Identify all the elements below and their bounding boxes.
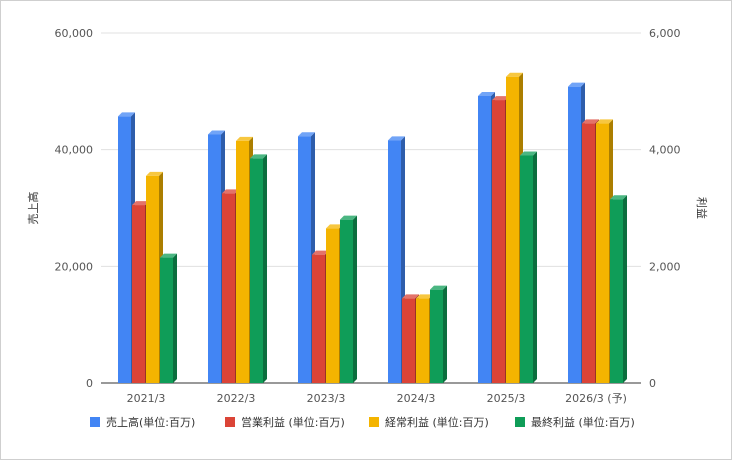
legend-label: 営業利益 (単位:百万) (241, 415, 345, 429)
bar-front (222, 193, 235, 383)
bar-front (492, 100, 505, 383)
bar-front (118, 116, 131, 384)
bar-top (596, 119, 613, 124)
gridlines (101, 32, 641, 384)
bar-top (582, 119, 599, 124)
bar-top (520, 151, 537, 156)
bar-top (160, 253, 177, 258)
bar-front (568, 86, 581, 384)
bar-front (506, 76, 519, 383)
bar-side (623, 195, 627, 383)
bar-front (236, 140, 249, 383)
bar-top (388, 136, 405, 141)
legend-swatch (515, 417, 525, 427)
legend-swatch (225, 417, 235, 427)
bar-top (250, 154, 267, 159)
left-axis-title: 売上高 (26, 192, 40, 225)
bar-front (146, 175, 159, 383)
axes: 0 0 20,000 2,000 40,000 4,000 60,000 6,000 売上高 利益… (26, 27, 709, 405)
bar-top (402, 294, 419, 299)
category-label: 2022/3 (217, 392, 256, 405)
bar-top (118, 112, 135, 117)
bar-front (132, 205, 145, 383)
legend-item[interactable]: 営業利益 (単位:百万) (225, 415, 345, 429)
left-tick-label: 60,000 (55, 27, 94, 40)
bar-front (402, 298, 415, 383)
bar-front (208, 134, 221, 383)
bar-top (568, 82, 585, 87)
bar-top (506, 72, 523, 77)
legend-item[interactable]: 経常利益 (単位:百万) (369, 415, 489, 429)
bar-front (596, 123, 609, 384)
bar-side (263, 154, 267, 383)
bar-top (312, 250, 329, 255)
bar-top (430, 285, 447, 290)
bar-top (236, 136, 253, 141)
legend-label: 売上高(単位:百万) (106, 415, 195, 429)
bar-front (388, 140, 401, 383)
category-label: 2023/3 (307, 392, 346, 405)
left-tick-label: 40,000 (55, 144, 94, 157)
bar-top (326, 224, 343, 229)
bar-top (610, 195, 627, 200)
bar[interactable] (610, 195, 627, 383)
category-label: 2024/3 (397, 392, 436, 405)
bar-top (416, 294, 433, 299)
legend-item[interactable]: 売上高(単位:百万) (90, 415, 195, 429)
bar-front (312, 254, 325, 383)
right-tick-label: 4,000 (649, 144, 681, 157)
bar-front (582, 123, 595, 384)
bar-side (353, 215, 357, 383)
bar[interactable] (340, 215, 357, 383)
bar-side (533, 151, 537, 383)
bar-front (520, 155, 533, 383)
category-label: 2026/3 (予) (565, 392, 627, 405)
bar-top (222, 189, 239, 194)
bar-front (160, 257, 173, 383)
legend-label: 経常利益 (単位:百万) (385, 415, 489, 429)
bar-front (326, 228, 339, 383)
bar-front (250, 158, 263, 383)
left-tick-label: 20,000 (55, 260, 94, 273)
bar[interactable] (430, 285, 447, 383)
right-axis-title: 利益 (695, 197, 709, 219)
bar-front (478, 96, 491, 383)
bar-side (173, 253, 177, 383)
legend-swatch (369, 417, 379, 427)
bar-front (416, 298, 429, 383)
left-tick-label: 0 (86, 377, 93, 390)
bar-top (340, 215, 357, 220)
legend[interactable]: 売上高(単位:百万) 営業利益 (単位:百万) 経常利益 (単位:百万) 最終利益 (… (90, 415, 635, 429)
right-tick-label: 2,000 (649, 260, 681, 273)
bar[interactable] (520, 151, 537, 384)
bar-top (478, 92, 495, 96)
right-tick-label: 0 (649, 377, 656, 390)
bar-top (298, 132, 315, 137)
bar-top (146, 171, 163, 176)
bar-front (340, 219, 353, 383)
bar-top (208, 130, 225, 135)
legend-item[interactable]: 最終利益 (単位:百万) (515, 415, 635, 429)
bar-side (443, 285, 447, 383)
bar-front (298, 136, 311, 383)
category-label: 2021/3 (127, 392, 166, 405)
right-tick-label: 6,000 (649, 27, 681, 40)
category-label: 2025/3 (487, 392, 526, 405)
bar-top (492, 96, 509, 101)
legend-swatch (90, 417, 100, 427)
bars (118, 72, 627, 384)
bar-front (610, 199, 623, 383)
bar-top (132, 201, 149, 206)
bar[interactable] (160, 253, 177, 383)
bar[interactable] (250, 154, 267, 383)
legend-label: 最終利益 (単位:百万) (531, 415, 635, 429)
bar-front (430, 289, 443, 383)
